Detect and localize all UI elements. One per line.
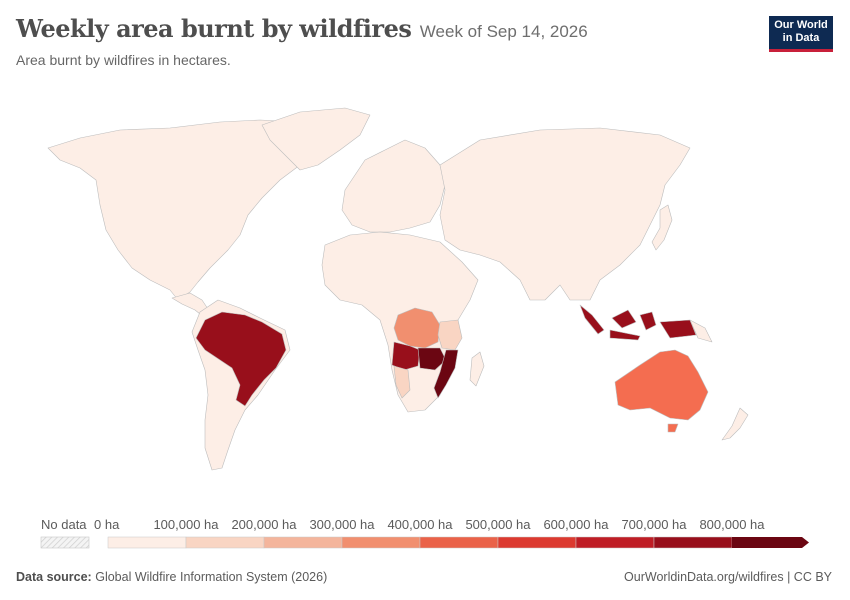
region-zambia[interactable]: [417, 347, 447, 371]
legend-tick-3: 300,000 ha: [309, 517, 375, 532]
region-australia[interactable]: [614, 349, 709, 421]
region-angola[interactable]: [391, 341, 421, 371]
region-japan[interactable]: [651, 204, 673, 251]
world-map: [47, 107, 749, 471]
legend-tick-4: 400,000 ha: [387, 517, 453, 532]
chart-subtitle: Area burnt by wildfires in hectares.: [16, 52, 231, 68]
region-north-america[interactable]: [47, 119, 331, 301]
legend-tick-5: 500,000 ha: [465, 517, 531, 532]
legend-bin-7[interactable]: [653, 536, 733, 549]
chart-date: Week of Sep 14, 2026: [419, 22, 588, 41]
footer-link[interactable]: OurWorldinData.org/wildfires | CC BY: [624, 570, 832, 584]
legend: No data 0 ha 100,000 ha 200,000 ha 300,000 …: [40, 517, 809, 549]
legend-bin-2[interactable]: [263, 536, 343, 549]
region-tasmania[interactable]: [667, 423, 679, 433]
source-text[interactable]: Global Wildfire Information System (2026…: [95, 570, 328, 584]
region-drc[interactable]: [393, 307, 441, 349]
legend-tick-6: 600,000 ha: [543, 517, 609, 532]
legend-bin-8[interactable]: [732, 537, 809, 548]
legend-bin-1[interactable]: [185, 536, 265, 549]
legend-bin-0[interactable]: [107, 536, 187, 549]
region-indonesia[interactable]: [579, 304, 697, 341]
legend-bin-5[interactable]: [497, 536, 577, 549]
legend-no-data-label: No data: [41, 517, 87, 532]
legend-bin-6[interactable]: [575, 536, 655, 549]
footer-source: Data source: Global Wildfire Information…: [16, 570, 327, 584]
owid-logo[interactable]: Our World in Data: [769, 16, 833, 52]
region-mozambique[interactable]: [433, 349, 459, 399]
chart-title: Weekly area burnt by wildfires: [16, 14, 412, 43]
region-png[interactable]: [689, 319, 713, 343]
region-greenland[interactable]: [261, 107, 371, 171]
legend-bin-3[interactable]: [341, 536, 421, 549]
region-madagascar[interactable]: [469, 351, 485, 387]
legend-no-data-swatch: [40, 536, 90, 549]
source-label: Data source:: [16, 570, 92, 584]
legend-tick-2: 200,000 ha: [231, 517, 297, 532]
legend-tick-0: 0 ha: [94, 517, 120, 532]
region-tanzania[interactable]: [437, 319, 463, 351]
logo-line2: in Data: [782, 32, 820, 44]
region-brazil[interactable]: [195, 311, 287, 407]
title-row: Weekly area burnt by wildfires Week of S…: [16, 14, 588, 43]
region-asia[interactable]: [439, 127, 691, 301]
legend-tick-1: 100,000 ha: [153, 517, 219, 532]
legend-tick-7: 700,000 ha: [621, 517, 687, 532]
logo-line1: Our World: [774, 19, 828, 31]
region-new-zealand[interactable]: [721, 407, 749, 441]
region-europe[interactable]: [341, 139, 446, 233]
legend-tick-8: 800,000 ha: [699, 517, 765, 532]
region-namibia[interactable]: [393, 365, 411, 399]
legend-bin-4[interactable]: [419, 536, 499, 549]
